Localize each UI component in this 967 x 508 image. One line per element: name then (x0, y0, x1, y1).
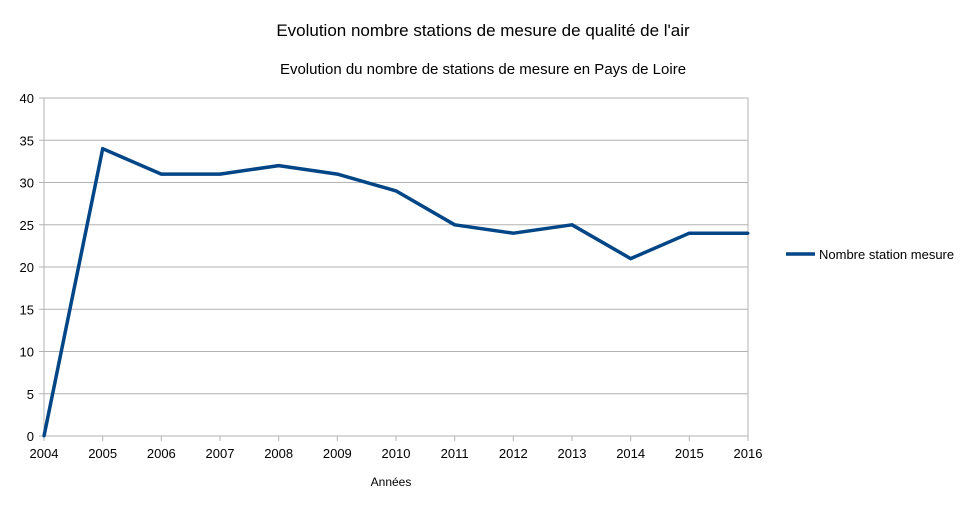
y-tick-label: 25 (20, 218, 34, 233)
data-point (570, 223, 574, 227)
x-tick-label: 2008 (264, 446, 293, 461)
x-tick-label: 2013 (558, 446, 587, 461)
grid (44, 139, 748, 395)
y-tick-label: 15 (20, 302, 34, 317)
x-tick-label: 2004 (30, 446, 59, 461)
x-tick-label: 2009 (323, 446, 352, 461)
x-tick-label: 2012 (499, 446, 528, 461)
y-tick-label: 0 (27, 429, 34, 444)
data-point (335, 172, 339, 176)
data-point (159, 172, 163, 176)
x-tick-label: 2014 (616, 446, 645, 461)
y-tick-label: 35 (20, 133, 34, 148)
chart-title: Evolution nombre stations de mesure de q… (276, 21, 690, 40)
legend: Nombre station mesure (786, 247, 954, 262)
data-point (277, 164, 281, 168)
data-point (746, 231, 750, 235)
x-tick-label: 2005 (88, 446, 117, 461)
data-point (687, 231, 691, 235)
y-axis: 0 5 10 15 20 25 30 35 40 (20, 91, 44, 444)
y-tick-label: 40 (20, 91, 34, 106)
data-point (218, 172, 222, 176)
y-tick-label: 10 (20, 345, 34, 360)
x-axis-label: Années (371, 475, 412, 489)
x-tick-label: 2016 (734, 446, 763, 461)
y-tick-label: 5 (27, 387, 34, 402)
data-point (453, 223, 457, 227)
series (42, 146, 750, 438)
x-tick-label: 2006 (147, 446, 176, 461)
x-tick-label: 2011 (441, 446, 469, 461)
x-tick-label: 2015 (675, 446, 704, 461)
data-point (629, 257, 633, 261)
legend-entry: Nombre station mesure (819, 247, 954, 262)
data-point (42, 434, 46, 438)
data-point (394, 189, 398, 193)
data-point (101, 147, 105, 151)
data-point (511, 231, 515, 235)
y-tick-label: 30 (20, 176, 34, 191)
x-axis: 2004 2005 2006 2007 2008 2009 2010 2011 2012 2013… (30, 436, 763, 461)
chart-subtitle: Evolution du nombre de stations de mesur… (280, 61, 686, 78)
y-tick-label: 20 (20, 260, 34, 275)
x-tick-label: 2010 (382, 446, 411, 461)
x-tick-label: 2007 (206, 446, 235, 461)
